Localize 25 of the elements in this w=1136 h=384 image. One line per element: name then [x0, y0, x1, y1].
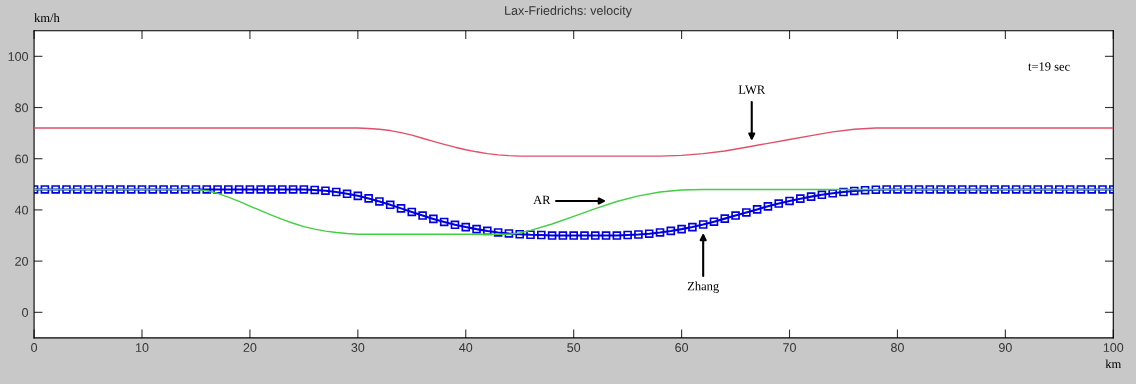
x-tick-label: 20 [243, 343, 257, 352]
annotation: AR [533, 195, 551, 204]
annotation: t=19 sec [1028, 62, 1070, 71]
x-tick-label: 10 [136, 343, 149, 352]
x-tick-label: 100 [1103, 343, 1124, 352]
line-series [34, 127, 1114, 157]
chart-title: Lax-Friedrichs: velocity [505, 5, 632, 18]
x-tick-label: 60 [675, 343, 689, 352]
x-tick-label: 80 [891, 343, 904, 352]
annotation: Zhang [687, 281, 719, 293]
annotation: LWR [738, 85, 766, 94]
x-tick-label: 0 [31, 343, 38, 352]
y-tick-label: 20 [15, 256, 29, 266]
y-tick-label: 0 [22, 308, 29, 317]
x-tick-label: 30 [351, 343, 365, 352]
y-tick-label: 80 [15, 103, 29, 113]
y-axis-title: km/h [34, 13, 60, 23]
x-tick-label: 90 [998, 343, 1012, 352]
y-tick-label: 100 [8, 52, 29, 61]
x-tick-label: 70 [783, 343, 796, 352]
x-tick-label: 50 [567, 343, 581, 352]
x-tick-label: 40 [459, 343, 473, 352]
y-tick-label: 40 [14, 205, 29, 215]
y-tick-label: 60 [15, 154, 29, 164]
x-axis-title: km [1105, 359, 1122, 369]
